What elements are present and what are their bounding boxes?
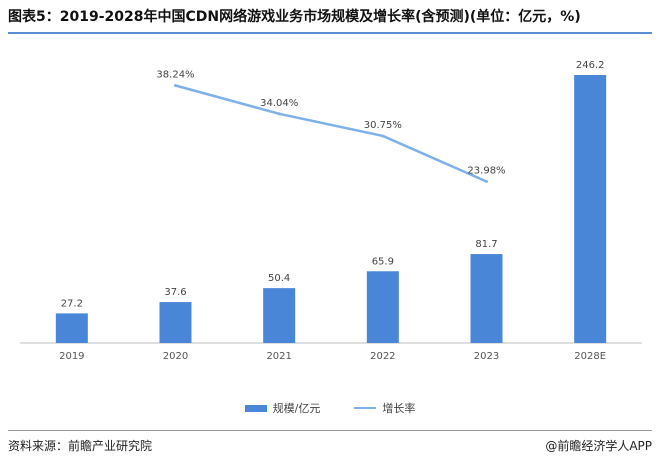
legend-label-bar: 规模/亿元 bbox=[272, 402, 321, 415]
bar-value-label: 246.2 bbox=[576, 60, 605, 71]
x-tick-label: 2023 bbox=[474, 351, 499, 362]
chart-plot: 27.2 2019 37.6 2020 50.4 2021 65.9 2022 81.7 2023… bbox=[20, 60, 642, 362]
growth-rate-line bbox=[175, 84, 488, 183]
bar bbox=[55, 313, 88, 343]
source-note: 资料来源：前瞻产业研究院 bbox=[8, 439, 153, 453]
bar bbox=[574, 75, 607, 344]
bar-value-label: 50.4 bbox=[268, 273, 290, 284]
bar-value-label: 27.2 bbox=[61, 298, 83, 309]
legend-item-line: 增长率 bbox=[354, 400, 415, 416]
title-underline bbox=[8, 32, 652, 34]
growth-rate-point bbox=[174, 84, 177, 88]
growth-rate-point bbox=[381, 134, 385, 138]
chart-legend: 规模/亿元 增长率 bbox=[0, 400, 660, 416]
bar bbox=[366, 271, 399, 343]
growth-rate-point bbox=[277, 112, 281, 116]
growth-rate-label: 38.24% bbox=[156, 70, 194, 81]
bar bbox=[263, 288, 296, 343]
bar-value-label: 37.6 bbox=[164, 287, 186, 298]
bar bbox=[470, 254, 503, 343]
x-tick-label: 2021 bbox=[266, 351, 291, 362]
growth-rate-point bbox=[485, 180, 488, 184]
x-tick-label: 2019 bbox=[59, 351, 84, 362]
bar-value-label: 81.7 bbox=[475, 239, 497, 250]
legend-swatch-line bbox=[354, 407, 377, 409]
legend-label-line: 增长率 bbox=[382, 402, 416, 415]
legend-swatch-bar bbox=[244, 404, 267, 412]
chart-title: 图表5：2019-2028年中国CDN网络游戏业务市场规模及增长率(含预测)(单… bbox=[8, 9, 581, 25]
brand-credit: @前瞻经济学人APP bbox=[545, 439, 652, 453]
bar-value-label: 65.9 bbox=[372, 256, 394, 267]
x-tick-label: 2028E bbox=[574, 351, 606, 362]
growth-rate-label: 34.04% bbox=[260, 98, 298, 109]
x-tick-label: 2022 bbox=[370, 351, 395, 362]
bar bbox=[159, 302, 192, 343]
growth-rate-label: 30.75% bbox=[364, 120, 402, 131]
growth-rate-label: 23.98% bbox=[467, 166, 505, 177]
footer-divider bbox=[8, 430, 652, 431]
legend-item-bar: 规模/亿元 bbox=[244, 400, 321, 416]
x-tick-label: 2020 bbox=[163, 351, 188, 362]
